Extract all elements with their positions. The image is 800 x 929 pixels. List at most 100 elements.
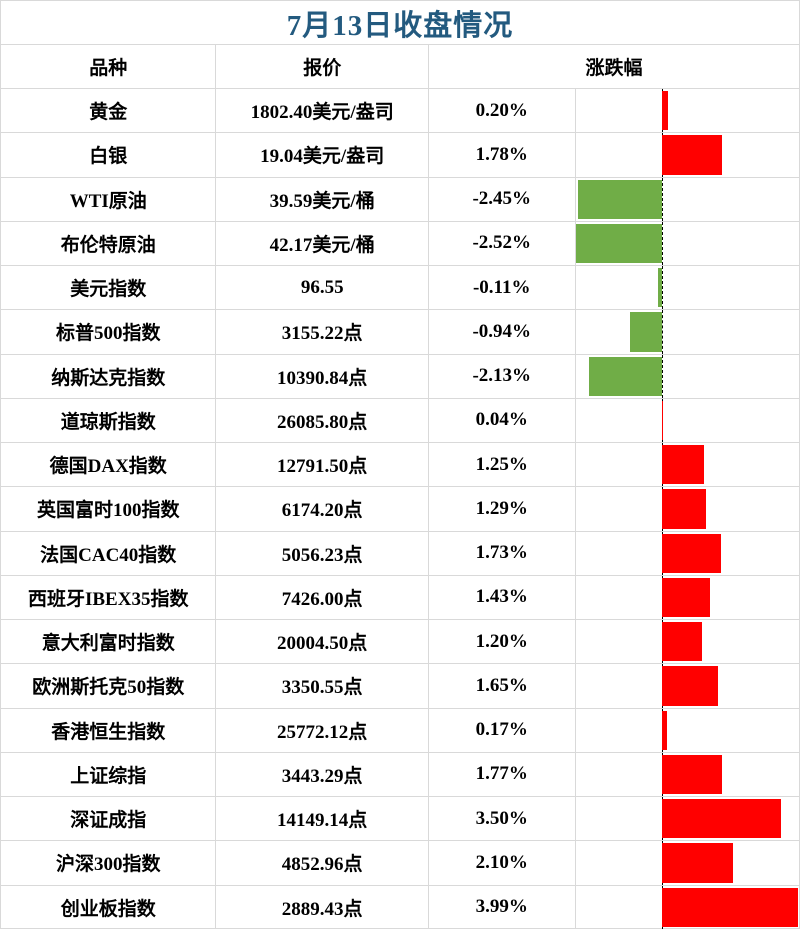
change-bar (661, 666, 718, 706)
change-bar-cell (574, 133, 799, 177)
instrument-name: 香港恒生指数 (51, 721, 166, 743)
table-row: 法国CAC40指数 5056.23点 1.73% (1, 530, 799, 575)
table-row: 纳斯达克指数 10390.84点 -2.13% (1, 353, 799, 398)
instrument-name: 深证成指 (70, 810, 147, 832)
change-bar (661, 489, 706, 529)
instrument-name: 英国富时100指数 (36, 500, 180, 522)
instrument-name: 创业板指数 (60, 898, 156, 920)
quote-value: 96.55 (215, 266, 427, 310)
quote-value: 3350.55点 (215, 664, 427, 708)
change-bar-cell (574, 354, 799, 398)
instrument-name: 道琼斯指数 (60, 411, 156, 433)
quote-value: 26085.80点 (215, 398, 427, 442)
instrument-name: 法国CAC40指数 (40, 544, 177, 566)
instrument-name: 纳斯达克指数 (51, 367, 166, 389)
change-bar (588, 356, 662, 396)
table-row: 深证成指 14149.14点 3.50% (1, 796, 799, 841)
quote-value: 6174.20点 (215, 487, 427, 531)
change-percent: 1.43% (427, 575, 575, 619)
change-bar-cell (574, 177, 799, 221)
change-bar (661, 135, 723, 175)
table-row: 上证综指 3443.29点 1.77% (1, 751, 799, 796)
change-bar-cell (574, 797, 799, 841)
zero-axis-line (661, 221, 663, 265)
quote-value: 20004.50点 (215, 620, 427, 664)
change-bar-cell (574, 398, 799, 442)
quote-value: 7426.00点 (215, 575, 427, 619)
change-percent: 0.04% (427, 398, 575, 442)
change-percent: 1.77% (427, 752, 575, 796)
table-row: 欧洲斯托克50指数 3350.55点 1.65% (1, 663, 799, 708)
change-bar (661, 445, 705, 485)
quote-value: 25772.12点 (215, 708, 427, 752)
change-bar (661, 754, 722, 794)
table-row: 英国富时100指数 6174.20点 1.29% (1, 486, 799, 531)
table-row: 德国DAX指数 12791.50点 1.25% (1, 442, 799, 487)
change-percent: 3.50% (427, 797, 575, 841)
instrument-name: 标普500指数 (55, 323, 161, 345)
table-header-row: 品种 报价 涨跌幅 (1, 44, 799, 88)
instrument-name: 上证综指 (70, 765, 147, 787)
change-percent: 1.65% (427, 664, 575, 708)
quote-value: 4852.96点 (215, 841, 427, 885)
change-bar-cell (574, 221, 799, 265)
change-percent: -2.52% (427, 221, 575, 265)
quote-value: 39.59美元/桶 (215, 177, 427, 221)
change-bar-cell (574, 708, 799, 752)
change-bar-cell (574, 885, 799, 929)
quote-value: 1802.40美元/盎司 (215, 89, 427, 133)
change-percent: 2.10% (427, 841, 575, 885)
instrument-name: 西班牙IBEX35指数 (27, 588, 189, 610)
change-bar-cell (574, 841, 799, 885)
change-percent: 0.17% (427, 708, 575, 752)
instrument-name: 意大利富时指数 (41, 633, 175, 655)
change-bar (661, 400, 663, 440)
change-bar-cell (574, 620, 799, 664)
change-bar (661, 622, 703, 662)
change-percent: 3.99% (427, 885, 575, 929)
quote-value: 3155.22点 (215, 310, 427, 354)
instrument-name: 欧洲斯托克50指数 (32, 677, 185, 699)
table-row: 道琼斯指数 26085.80点 0.04% (1, 397, 799, 442)
instrument-name: 布伦特原油 (60, 234, 156, 256)
page-title: 7月13日收盘情况 (286, 9, 514, 42)
table-body: 黄金 1802.40美元/盎司 0.20% 白银 19.04美元/盎司 1.78… (1, 88, 799, 929)
change-percent: 1.78% (427, 133, 575, 177)
change-percent: 1.73% (427, 531, 575, 575)
change-bar (657, 268, 662, 308)
table-row: 意大利富时指数 20004.50点 1.20% (1, 619, 799, 664)
quote-value: 19.04美元/盎司 (215, 133, 427, 177)
table-row: 标普500指数 3155.22点 -0.94% (1, 309, 799, 354)
table-row: 美元指数 96.55 -0.11% (1, 265, 799, 310)
table-row: 创业板指数 2889.43点 3.99% (1, 884, 799, 929)
change-percent: -0.94% (427, 310, 575, 354)
change-bar (661, 91, 669, 131)
change-bar-cell (574, 310, 799, 354)
change-percent: 0.20% (427, 89, 575, 133)
change-bar (661, 710, 668, 750)
change-percent: 1.20% (427, 620, 575, 664)
change-bar (575, 223, 662, 263)
table-row: 香港恒生指数 25772.12点 0.17% (1, 707, 799, 752)
quote-value: 42.17美元/桶 (215, 221, 427, 265)
quote-value: 14149.14点 (215, 797, 427, 841)
change-percent: -0.11% (427, 266, 575, 310)
change-bar (661, 799, 781, 839)
instrument-name: 白银 (89, 146, 128, 168)
table-row: WTI原油 39.59美元/桶 -2.45% (1, 176, 799, 221)
change-percent: 1.25% (427, 443, 575, 487)
change-bar-cell (574, 575, 799, 619)
instrument-name: 沪深300指数 (55, 854, 161, 876)
instrument-name: 德国DAX指数 (49, 456, 167, 478)
column-header-quote: 报价 (215, 45, 427, 88)
zero-axis-line (661, 354, 663, 398)
change-bar (578, 179, 662, 219)
quote-value: 2889.43点 (215, 885, 427, 929)
change-bar-cell (574, 443, 799, 487)
instrument-name: 黄金 (89, 102, 128, 124)
table-row: 沪深300指数 4852.96点 2.10% (1, 840, 799, 885)
table-row: 西班牙IBEX35指数 7426.00点 1.43% (1, 574, 799, 619)
change-bar-cell (574, 266, 799, 310)
change-bar (661, 533, 721, 573)
